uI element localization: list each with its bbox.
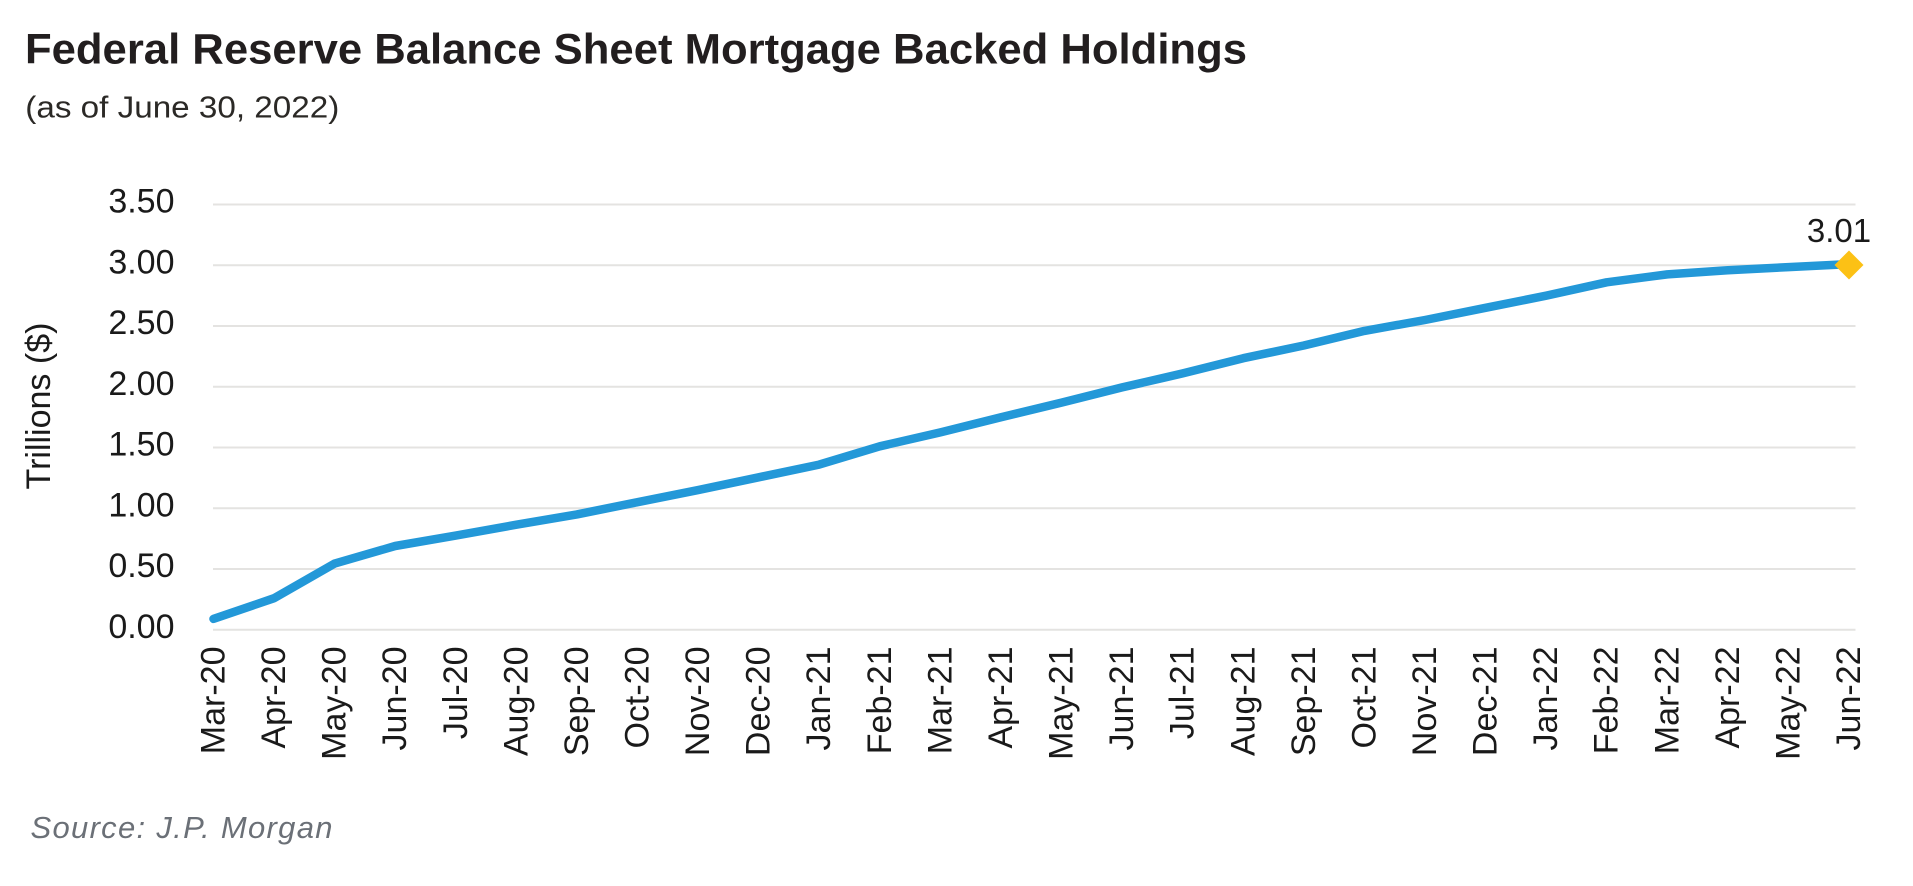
svg-text:May-20: May-20 — [316, 647, 354, 760]
svg-text:Apr-22: Apr-22 — [1709, 647, 1747, 749]
svg-text:Nov-21: Nov-21 — [1406, 647, 1444, 757]
svg-text:Trillions ($): Trillions ($) — [20, 323, 58, 490]
svg-text:Nov-20: Nov-20 — [679, 647, 717, 757]
svg-text:Dec-20: Dec-20 — [740, 647, 778, 757]
svg-text:0.50: 0.50 — [108, 547, 174, 585]
svg-text:Feb-21: Feb-21 — [861, 647, 899, 755]
svg-text:1.00: 1.00 — [108, 486, 174, 524]
svg-text:Dec-21: Dec-21 — [1467, 647, 1505, 757]
svg-text:Federal Reserve Balance Sheet: Federal Reserve Balance Sheet Mortgage B… — [25, 26, 1247, 74]
svg-text:May-21: May-21 — [1043, 647, 1081, 760]
svg-text:2.50: 2.50 — [108, 304, 174, 342]
svg-text:Sep-20: Sep-20 — [558, 647, 596, 757]
svg-text:Feb-22: Feb-22 — [1588, 647, 1626, 755]
svg-text:Jun-21: Jun-21 — [1103, 647, 1141, 751]
svg-text:3.00: 3.00 — [108, 243, 174, 281]
svg-text:(as of June 30, 2022): (as of June 30, 2022) — [25, 90, 339, 125]
svg-text:1.50: 1.50 — [108, 426, 174, 464]
svg-text:Jul-20: Jul-20 — [437, 647, 475, 740]
svg-text:Aug-20: Aug-20 — [497, 647, 535, 757]
svg-text:Oct-20: Oct-20 — [619, 647, 657, 749]
svg-text:2.00: 2.00 — [108, 365, 174, 403]
svg-text:3.01: 3.01 — [1807, 212, 1871, 249]
svg-text:Jun-22: Jun-22 — [1830, 647, 1868, 751]
svg-text:Mar-21: Mar-21 — [921, 647, 959, 755]
svg-text:Aug-21: Aug-21 — [1224, 647, 1262, 757]
svg-text:Jul-21: Jul-21 — [1164, 647, 1202, 740]
svg-text:3.50: 3.50 — [108, 183, 174, 221]
svg-text:Apr-20: Apr-20 — [255, 647, 293, 749]
svg-text:Apr-21: Apr-21 — [982, 647, 1020, 749]
svg-text:Sep-21: Sep-21 — [1285, 647, 1323, 757]
svg-text:0.00: 0.00 — [108, 608, 174, 646]
svg-text:May-22: May-22 — [1769, 647, 1807, 760]
svg-text:Jun-20: Jun-20 — [376, 647, 414, 751]
svg-text:Mar-22: Mar-22 — [1648, 647, 1686, 755]
svg-text:Source: J.P. Morgan: Source: J.P. Morgan — [31, 810, 333, 845]
svg-text:Jan-21: Jan-21 — [800, 647, 838, 751]
svg-text:Jan-22: Jan-22 — [1527, 647, 1565, 751]
svg-text:Mar-20: Mar-20 — [195, 647, 233, 755]
svg-text:Oct-21: Oct-21 — [1345, 647, 1383, 749]
